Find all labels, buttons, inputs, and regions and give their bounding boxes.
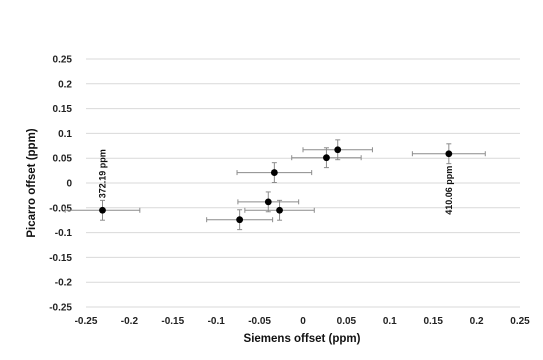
x-tick-label: 0.25 bbox=[510, 316, 530, 327]
y-tick-label: 0.15 bbox=[53, 104, 73, 115]
data-point bbox=[270, 169, 278, 176]
data-points bbox=[99, 146, 453, 224]
y-tick-label: -0.15 bbox=[49, 253, 72, 264]
annotation-label: 410.06 ppm bbox=[444, 166, 454, 215]
y-tick-label: -0.1 bbox=[55, 228, 73, 239]
x-tick-label: -0.05 bbox=[248, 316, 271, 327]
y-tick-label: -0.2 bbox=[55, 278, 73, 289]
x-tick-label: -0.1 bbox=[208, 316, 226, 327]
y-axis-title: Picarro offset (ppm) bbox=[26, 128, 38, 237]
annotation-label: 372.19 ppm bbox=[97, 149, 107, 198]
annotations: 372.19 ppm 410.06 ppm bbox=[97, 149, 453, 215]
data-point bbox=[276, 206, 283, 214]
y-tick-label: 0.25 bbox=[53, 55, 73, 66]
x-tick-label: 0.2 bbox=[470, 316, 484, 327]
data-point bbox=[334, 146, 342, 154]
data-point bbox=[264, 198, 272, 206]
x-tick-labels: -0.25 -0.2 -0.15 -0.1 -0.05 0 0.05 0.1 0.15 0.2 0.… bbox=[75, 316, 531, 327]
x-tick-label: -0.15 bbox=[161, 316, 184, 327]
x-tick-label: 0.15 bbox=[423, 316, 443, 327]
y-tick-labels: 0.25 0.2 0.15 0.1 0.05 0 -0.05 -0.1 -0.15 -0.2 -0.… bbox=[49, 55, 72, 314]
x-tick-label: 0 bbox=[300, 316, 306, 327]
y-tick-label: -0.05 bbox=[49, 203, 72, 214]
x-tick-label: 0.1 bbox=[383, 316, 397, 327]
y-tick-label: 0.2 bbox=[58, 79, 72, 90]
data-point bbox=[445, 150, 453, 158]
x-tick-label: -0.2 bbox=[121, 316, 139, 327]
x-tick-label: 0.05 bbox=[337, 316, 357, 327]
data-point bbox=[99, 206, 106, 214]
y-tick-label: 0 bbox=[66, 179, 72, 190]
y-tick-label: 0.1 bbox=[58, 129, 72, 140]
data-point bbox=[236, 216, 244, 224]
x-tick-label: -0.25 bbox=[75, 316, 98, 327]
x-axis-title: Siemens offset (ppm) bbox=[244, 333, 361, 345]
y-tick-label: 0.05 bbox=[53, 154, 73, 165]
data-point bbox=[323, 154, 330, 162]
y-tick-label: -0.25 bbox=[49, 303, 72, 314]
